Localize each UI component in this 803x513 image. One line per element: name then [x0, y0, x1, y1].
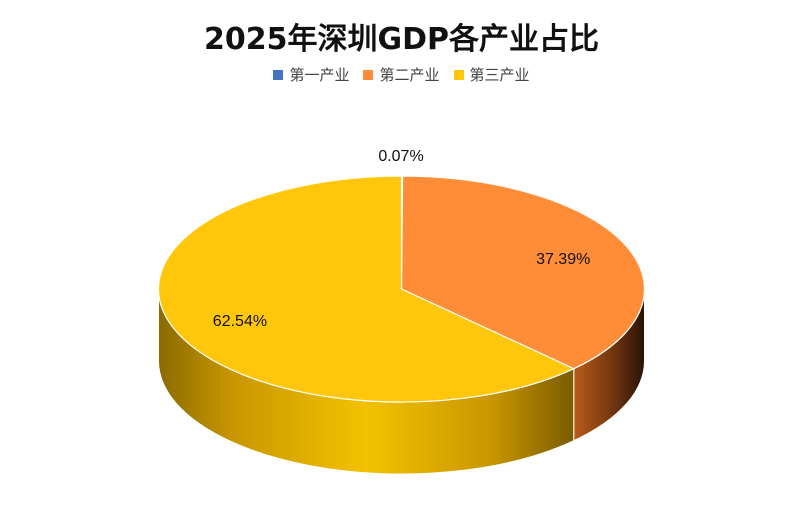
legend-item-tertiary: 第三产业 [453, 64, 530, 85]
legend-item-secondary: 第二产业 [363, 64, 440, 85]
pie-slice-secondary [400, 175, 646, 370]
pie-slice-tertiary [157, 175, 576, 403]
pie-label-group: 0.07% 37.39% 62.54% [213, 148, 591, 330]
legend-label-tertiary: 第三产业 [469, 66, 530, 84]
legend-label-primary: 第一产业 [289, 66, 350, 84]
legend-swatch-secondary [363, 69, 374, 80]
data-label-tertiary: 62.54% [213, 313, 267, 330]
chart-title: 2025年深圳GDP各产业占比 [203, 22, 599, 57]
pie-top-group [157, 175, 646, 403]
legend-label-secondary: 第二产业 [379, 66, 440, 84]
legend-swatch-tertiary [453, 69, 464, 80]
data-label-secondary: 37.39% [536, 251, 590, 268]
data-label-primary: 0.07% [378, 148, 423, 165]
legend-swatch-primary [273, 69, 284, 80]
legend-item-primary: 第一产业 [273, 64, 349, 85]
chart-legend: 第一产业 第二产业 第三产业 [0, 64, 803, 85]
